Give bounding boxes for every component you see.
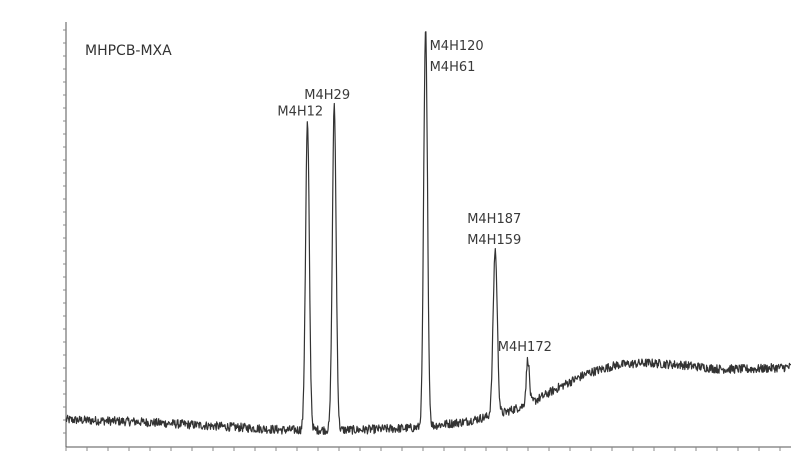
chromatogram-trace — [65, 31, 791, 435]
x-axis-ticks — [65, 447, 781, 451]
peak-label: M4H159 — [467, 233, 521, 248]
chart-title: MHPCB-MXA — [85, 43, 172, 59]
peak-label: M4H29 — [304, 88, 350, 103]
y-axis-ticks — [63, 29, 66, 434]
peak-label: M4H12 — [277, 104, 323, 119]
peak-label: M4H61 — [430, 60, 476, 75]
peak-label: M4H120 — [430, 39, 484, 54]
peak-label: M4H187 — [467, 212, 521, 227]
peak-label: M4H172 — [498, 340, 552, 355]
